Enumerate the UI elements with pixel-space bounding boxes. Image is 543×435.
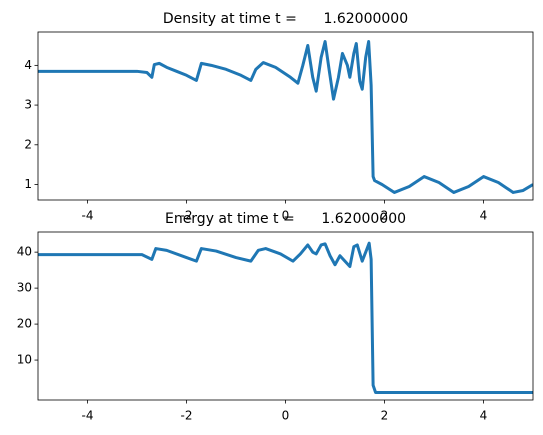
data-line (38, 241, 533, 394)
y-tick-label: 10 (17, 353, 32, 367)
x-tick-label: -2 (181, 409, 193, 423)
y-tick-label: 3 (24, 98, 32, 112)
chart-title: Energy at time t = 1.62000000 (165, 211, 406, 227)
x-tick-label: 2 (381, 209, 389, 223)
axes-frame (37, 31, 534, 201)
y-tick-label: 40 (17, 245, 32, 259)
data-line (38, 40, 533, 194)
chart-title: Density at time t = 1.62000000 (163, 11, 408, 27)
y-tick-label: 30 (17, 281, 32, 295)
x-tick-label: 0 (282, 209, 290, 223)
y-tick-label: 1 (24, 177, 32, 191)
x-tick-label: 4 (480, 209, 488, 223)
x-tick-label: -2 (181, 209, 193, 223)
x-tick-label: -4 (82, 209, 94, 223)
x-tick-label: 0 (282, 409, 290, 423)
y-tick-label: 2 (24, 137, 32, 151)
x-tick-label: -4 (82, 409, 94, 423)
y-tick-label: 4 (24, 58, 32, 72)
x-tick-label: 2 (381, 409, 389, 423)
y-tick-label: 20 (17, 317, 32, 331)
x-tick-label: 4 (480, 409, 488, 423)
